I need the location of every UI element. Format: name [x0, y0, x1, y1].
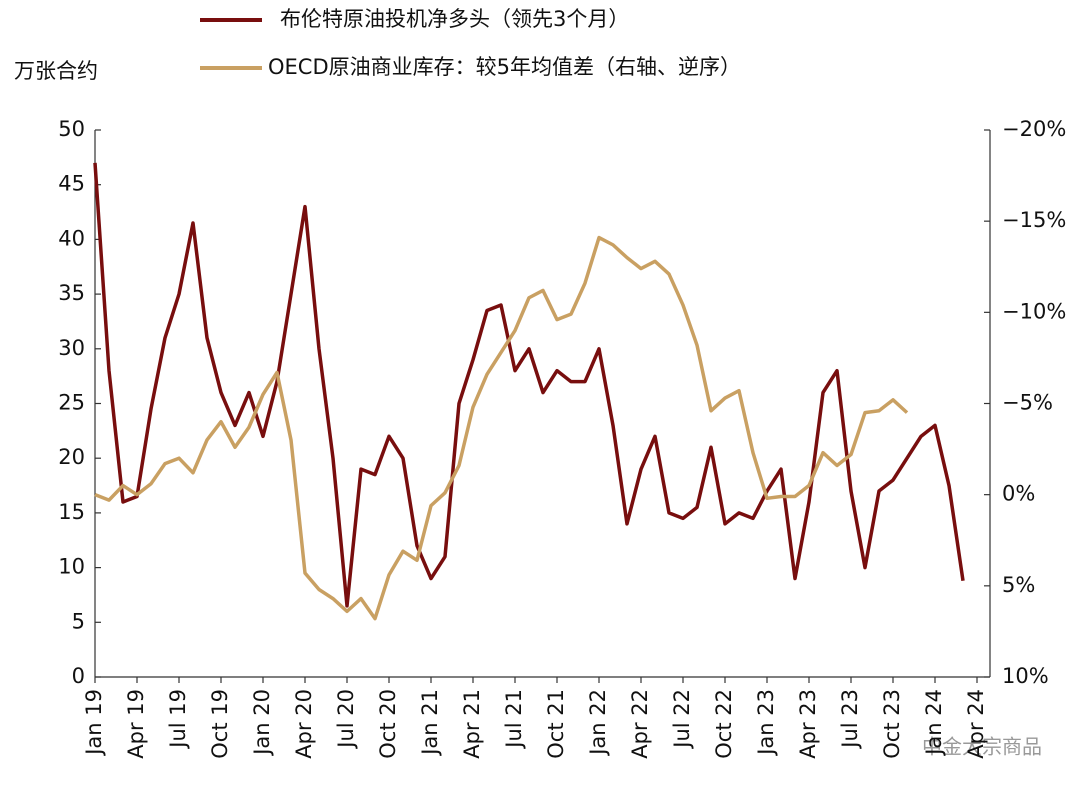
y2-tick-label: 5% — [1002, 573, 1035, 597]
x-tick-label: Jul 21 — [502, 689, 526, 750]
y2-tick-label: 0% — [1002, 482, 1035, 506]
y-tick-label: 30 — [58, 336, 85, 360]
y-tick-label: 10 — [58, 555, 85, 579]
y2-tick-label: −10% — [1002, 299, 1066, 323]
x-tick-label: Jan 24 — [922, 689, 946, 757]
x-tick-label: Oct 20 — [376, 689, 400, 759]
x-tick-label: Oct 23 — [880, 689, 904, 759]
x-tick-label: Jan 20 — [250, 689, 274, 757]
x-tick-label: Apr 19 — [124, 689, 148, 759]
y2-tick-label: −20% — [1002, 117, 1066, 141]
y2-tick-label: −5% — [1002, 391, 1053, 415]
x-tick-label: Jan 23 — [754, 689, 778, 757]
y-tick-label: 40 — [58, 226, 85, 250]
x-tick-label: Oct 21 — [544, 689, 568, 759]
x-tick-label: Apr 23 — [796, 689, 820, 759]
x-tick-label: Jan 21 — [418, 689, 442, 757]
legend-label: 布伦特原油投机净多头（领先3个月） — [280, 7, 629, 31]
x-tick-label: Apr 21 — [460, 689, 484, 759]
x-tick-label: Apr 24 — [964, 689, 988, 759]
y-tick-label: 0 — [72, 664, 85, 688]
y-tick-label: 35 — [58, 281, 85, 305]
x-tick-label: Jul 20 — [334, 689, 358, 750]
y-axis-title: 万张合约 — [14, 59, 98, 83]
x-tick-label: Jan 22 — [586, 689, 610, 757]
y-tick-label: 25 — [58, 391, 85, 415]
legend-label: OECD原油商业库存：较5年均值差（右轴、逆序） — [268, 55, 741, 79]
x-tick-label: Apr 20 — [292, 689, 316, 759]
x-tick-label: Jul 19 — [166, 689, 190, 750]
y-tick-label: 20 — [58, 445, 85, 469]
series-line — [94, 235, 909, 621]
y2-tick-label: 10% — [1002, 664, 1049, 688]
series-line — [93, 162, 965, 608]
x-tick-label: Jan 19 — [82, 689, 106, 757]
x-tick-label: Oct 22 — [712, 689, 736, 759]
x-tick-label: Oct 19 — [208, 689, 232, 759]
x-tick-label: Jul 23 — [838, 689, 862, 750]
x-tick-label: Apr 22 — [628, 689, 652, 759]
y-tick-label: 15 — [58, 500, 85, 524]
watermark: 中金大宗商品 — [922, 735, 1042, 759]
y2-tick-label: −15% — [1002, 208, 1066, 232]
y-tick-label: 50 — [58, 117, 85, 141]
y-tick-label: 5 — [72, 609, 85, 633]
y-tick-label: 45 — [58, 172, 85, 196]
x-tick-label: Jul 22 — [670, 689, 694, 750]
